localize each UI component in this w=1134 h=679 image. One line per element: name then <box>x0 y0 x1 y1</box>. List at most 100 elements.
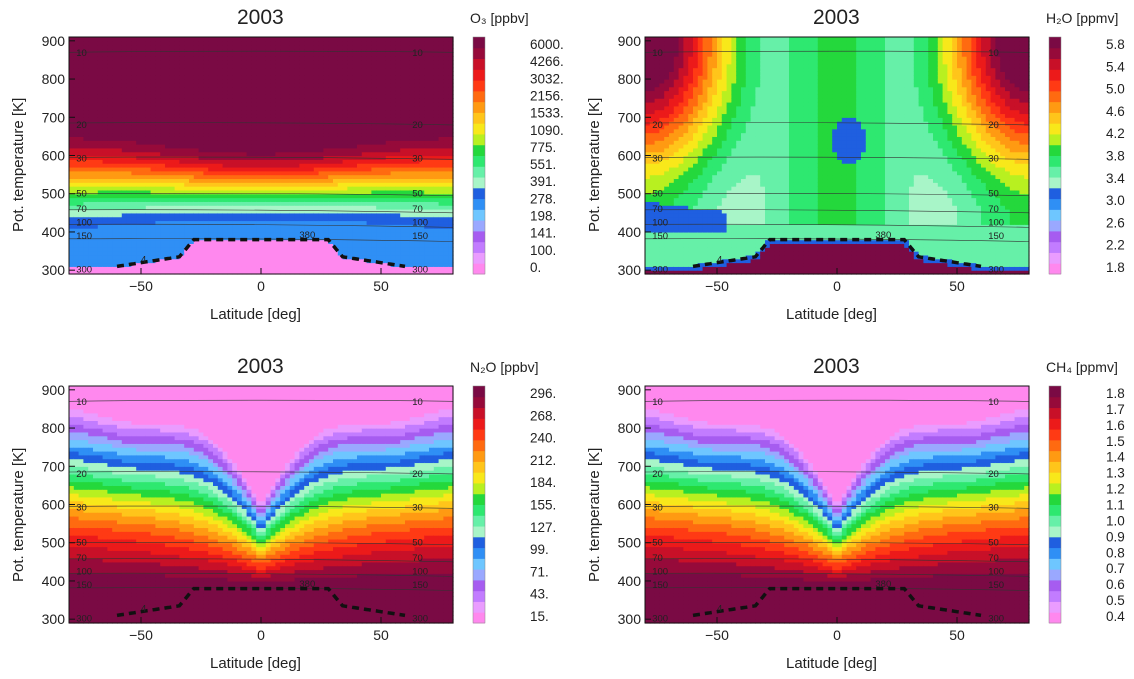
field-cell <box>251 155 257 160</box>
field-cell <box>313 113 320 118</box>
field-cell <box>246 117 252 122</box>
field-cell <box>429 101 435 107</box>
field-cell <box>126 254 132 260</box>
field-cell <box>448 235 454 241</box>
field-cell <box>203 262 209 267</box>
field <box>69 37 454 275</box>
field-cell <box>299 193 305 199</box>
field-cell <box>385 147 392 153</box>
field-cell <box>318 105 324 111</box>
field-cell <box>366 254 372 260</box>
field-cell <box>448 243 454 248</box>
field-cell <box>443 59 449 65</box>
field-cell <box>433 82 440 88</box>
field-cell <box>169 212 176 218</box>
field-cell <box>390 140 396 145</box>
field-cell <box>289 247 296 252</box>
field-cell <box>121 44 128 50</box>
field-cell <box>227 166 233 172</box>
field-cell <box>213 262 219 267</box>
field-cell <box>184 79 190 84</box>
field-cell <box>93 121 99 126</box>
field-cell <box>155 266 161 271</box>
field-cell <box>347 140 353 145</box>
field-cell <box>155 124 161 130</box>
field-cell <box>78 178 84 183</box>
field-cell <box>73 59 80 65</box>
field-cell <box>280 37 286 42</box>
field-cell <box>304 251 310 256</box>
field-cell <box>141 251 147 256</box>
field-cell <box>241 254 248 260</box>
field-cell <box>361 228 368 233</box>
field-cell <box>419 235 425 241</box>
field-cell <box>93 147 99 153</box>
field-cell <box>405 136 411 141</box>
field-cell <box>357 189 363 195</box>
field-cell <box>270 270 276 275</box>
field-cell <box>136 151 142 157</box>
field-cell <box>73 254 80 260</box>
field-cell <box>337 86 344 92</box>
field-cell <box>419 178 425 183</box>
panel-o3: 10 20 30 50 70 100 150 300 10 20 30 50 70 100 150 300 38… <box>0 0 567 339</box>
field-cell <box>409 136 416 141</box>
field-cell <box>193 193 200 199</box>
field-cell <box>323 193 329 199</box>
field-cell <box>165 44 171 50</box>
field-cell <box>169 262 176 267</box>
field-cell <box>294 163 300 168</box>
field-cell <box>313 262 320 267</box>
field-cell <box>333 231 339 237</box>
field-cell <box>93 174 99 180</box>
field-cell <box>352 82 358 88</box>
field-cell <box>251 205 257 210</box>
field-cell <box>361 71 368 76</box>
field-cell <box>141 75 147 80</box>
field-cell <box>395 258 401 264</box>
field-cell <box>275 132 281 137</box>
field-cell <box>448 205 454 210</box>
field-cell <box>83 113 89 118</box>
field-cell <box>227 212 233 218</box>
field-cell <box>352 239 358 245</box>
field-cell <box>285 254 291 260</box>
field-cell <box>121 105 128 111</box>
field-cell <box>237 262 243 267</box>
field-cell <box>107 235 113 241</box>
field-cell <box>222 254 228 260</box>
field-cell <box>136 71 142 76</box>
field-cell <box>217 174 224 180</box>
field-cell <box>405 216 411 222</box>
field-cell <box>438 239 444 245</box>
field-cell <box>160 170 166 176</box>
field-cell <box>174 212 180 218</box>
field-cell <box>179 63 185 69</box>
field-cell <box>237 205 243 210</box>
field-cell <box>145 140 152 145</box>
field-cell <box>299 132 305 137</box>
field-cell <box>88 136 94 141</box>
field-cell <box>222 235 228 241</box>
field-cell <box>289 63 296 69</box>
field-cell <box>395 209 401 214</box>
field-cell <box>333 235 339 241</box>
field-cell <box>203 75 209 80</box>
field-cell <box>131 182 137 187</box>
field-cell <box>73 90 80 95</box>
field-cell <box>117 128 123 134</box>
pressure-label: 50 <box>76 189 87 200</box>
field-cell <box>405 239 411 245</box>
field-cell <box>280 243 286 248</box>
field-cell <box>376 121 382 126</box>
field-cell <box>136 189 142 195</box>
field-cell <box>93 71 99 76</box>
field-cell <box>184 44 190 50</box>
field-cell <box>193 174 200 180</box>
field-cell <box>337 235 344 241</box>
field-cell <box>155 105 161 111</box>
field-cell <box>179 79 185 84</box>
field-cell <box>155 239 161 245</box>
field-cell <box>179 251 185 256</box>
field-cell <box>385 90 392 95</box>
